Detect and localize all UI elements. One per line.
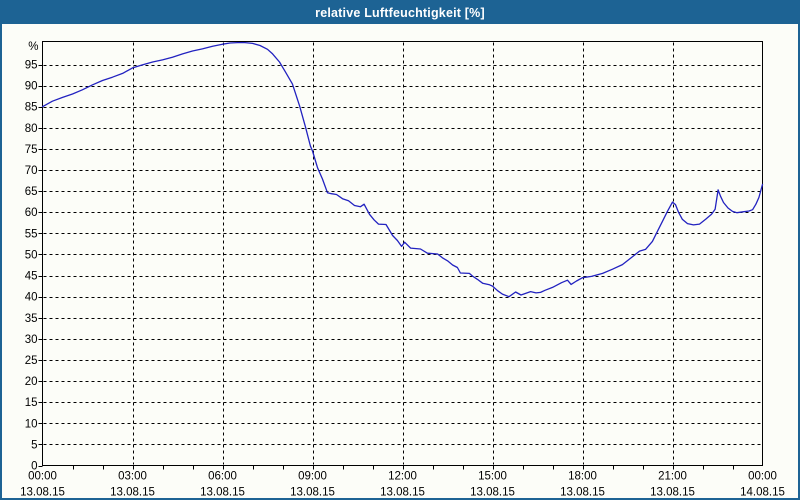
y-axis-label: 0 (31, 461, 37, 473)
axis-ticks (38, 65, 734, 470)
y-axis-label: 80 (25, 123, 38, 135)
y-axis-label: 95 (25, 60, 38, 72)
y-axis-label: 40 (25, 292, 38, 304)
humidity-series-line (41, 41, 764, 298)
x-axis-date-label: 13.08.15 (560, 487, 605, 499)
chart-title: relative Luftfeuchtigkeit [%] (315, 6, 485, 20)
x-axis-date-label: 13.08.15 (650, 487, 695, 499)
x-axis-date-label: 13.08.15 (290, 487, 335, 499)
x-axis-date-label: 13.08.15 (380, 487, 425, 499)
y-axis-label: 25 (25, 355, 38, 367)
x-axis-time-label: 21:00 (658, 471, 687, 483)
x-axis-date-label: 13.08.15 (200, 487, 245, 499)
y-axis-label: 70 (25, 165, 38, 177)
y-axis-label: 60 (25, 207, 38, 219)
y-axis-labels: 0 5 10 15 20 25 30 35 40 45 50 55 60 65 70 75 80 85 90 95% (25, 41, 39, 473)
x-axis-date-label: 13.08.15 (110, 487, 155, 499)
y-axis-label: 15 (25, 397, 38, 409)
y-axis-label: 75 (25, 144, 38, 156)
x-axis-time-label: 00:00 (28, 471, 57, 483)
y-axis-label: 20 (25, 376, 38, 388)
title-bar: relative Luftfeuchtigkeit [%] (2, 2, 798, 24)
x-axis-time-label: 00:00 (748, 471, 777, 483)
y-axis-label: 30 (25, 334, 38, 346)
plot-frame (42, 41, 763, 466)
y-axis-unit-label: % (28, 41, 38, 53)
x-axis-time-label: 12:00 (388, 471, 417, 483)
y-axis-label: 35 (25, 313, 38, 325)
x-axis-time-label: 03:00 (118, 471, 147, 483)
y-axis-label: 50 (25, 249, 38, 261)
x-axis-date-label: 14.08.15 (740, 487, 785, 499)
y-axis-label: 55 (25, 228, 38, 240)
y-axis-label: 45 (25, 271, 38, 283)
y-axis-label: 65 (25, 186, 38, 198)
x-axis-time-label: 06:00 (208, 471, 237, 483)
y-axis-label: 5 (31, 439, 37, 451)
y-axis-label: 90 (25, 81, 38, 93)
x-axis-time-label: 15:00 (478, 471, 507, 483)
x-axis-date-label: 13.08.15 (20, 487, 65, 499)
gridlines (43, 42, 762, 465)
x-axis-date-label: 13.08.15 (470, 487, 515, 499)
y-axis-label: 10 (25, 418, 38, 430)
humidity-line-chart: 05101520253035404550556065707580859095%0… (20, 41, 785, 499)
y-axis-label: 85 (25, 102, 38, 114)
x-axis-labels: 00:00 13.08.15 03:00 13.08.15 06:00 13.08.15 0… (20, 471, 785, 499)
x-axis-time-label: 09:00 (298, 471, 327, 483)
x-axis-time-label: 18:00 (568, 471, 597, 483)
